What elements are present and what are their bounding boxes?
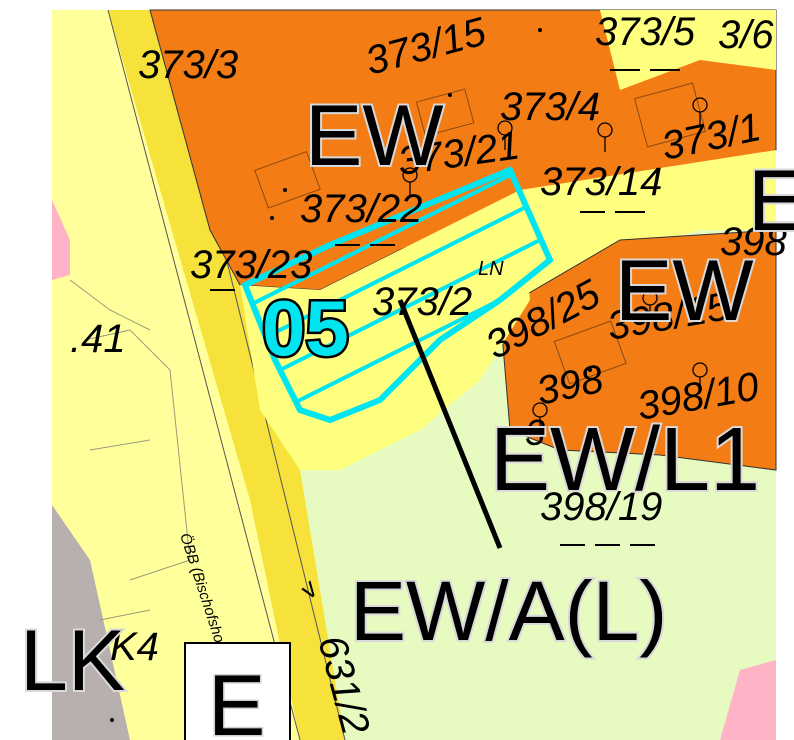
dash-marks (210, 69, 680, 546)
parcel-lines-left (69, 279, 191, 621)
hatch-code-label: LN (478, 258, 504, 280)
parcel-label-373-3: 373/3 (138, 43, 238, 87)
parcel-label-3-6: 3/6 (718, 13, 774, 57)
tree-symbols (402, 97, 708, 432)
left-road-area (52, 10, 330, 740)
parcel-label-398-right: 398 (720, 220, 787, 264)
leader-line (397, 299, 503, 549)
map-border-left (0, 0, 52, 740)
highlight-outline-05 (241, 166, 554, 424)
parcel-label-373-23: 373/23 (190, 243, 312, 287)
rail-edge-left (107, 9, 301, 740)
map-border-top (0, 0, 794, 10)
parcel-label-373-5: 373/5 (595, 10, 696, 54)
road-middle-band (240, 190, 530, 470)
pink-area-bottom-right (720, 660, 776, 740)
parcel-label-373-2: 373/2 (372, 280, 472, 324)
zone-box-e (184, 642, 291, 740)
parcel-label-41: .41 (70, 317, 126, 361)
parcel-label-398-19: 398/19 (540, 485, 662, 529)
parcel-label-3: 3 (525, 412, 545, 453)
parcel-label-373-14: 373/14 (540, 160, 662, 204)
railway-strip (108, 10, 345, 740)
change-marker-number: 05 (262, 284, 349, 372)
parcel-label-373-4: 373/4 (500, 85, 600, 129)
zone-label-lk: LK (20, 613, 125, 709)
parcel-label-373-22: 373/22 (300, 187, 422, 231)
point-markers (110, 28, 592, 722)
zone-box-e-label: E (208, 658, 265, 740)
zone-label-ew-right: EW (615, 243, 754, 339)
residential-block-lower (499, 229, 777, 471)
zone-label-ew-a-l: EW/A(L) (350, 564, 667, 658)
parcel-label-k4: K4 (110, 625, 159, 669)
zone-label-e-right-edge: E (748, 153, 794, 249)
zone-label-ew-top: EW (305, 88, 444, 184)
zone-label-ew-l1: EW/L1 (490, 410, 760, 510)
grey-area-bottom-left (52, 505, 130, 740)
road-upper-right (600, 10, 776, 90)
building-outlines (254, 82, 707, 385)
pink-area-left (52, 200, 70, 280)
